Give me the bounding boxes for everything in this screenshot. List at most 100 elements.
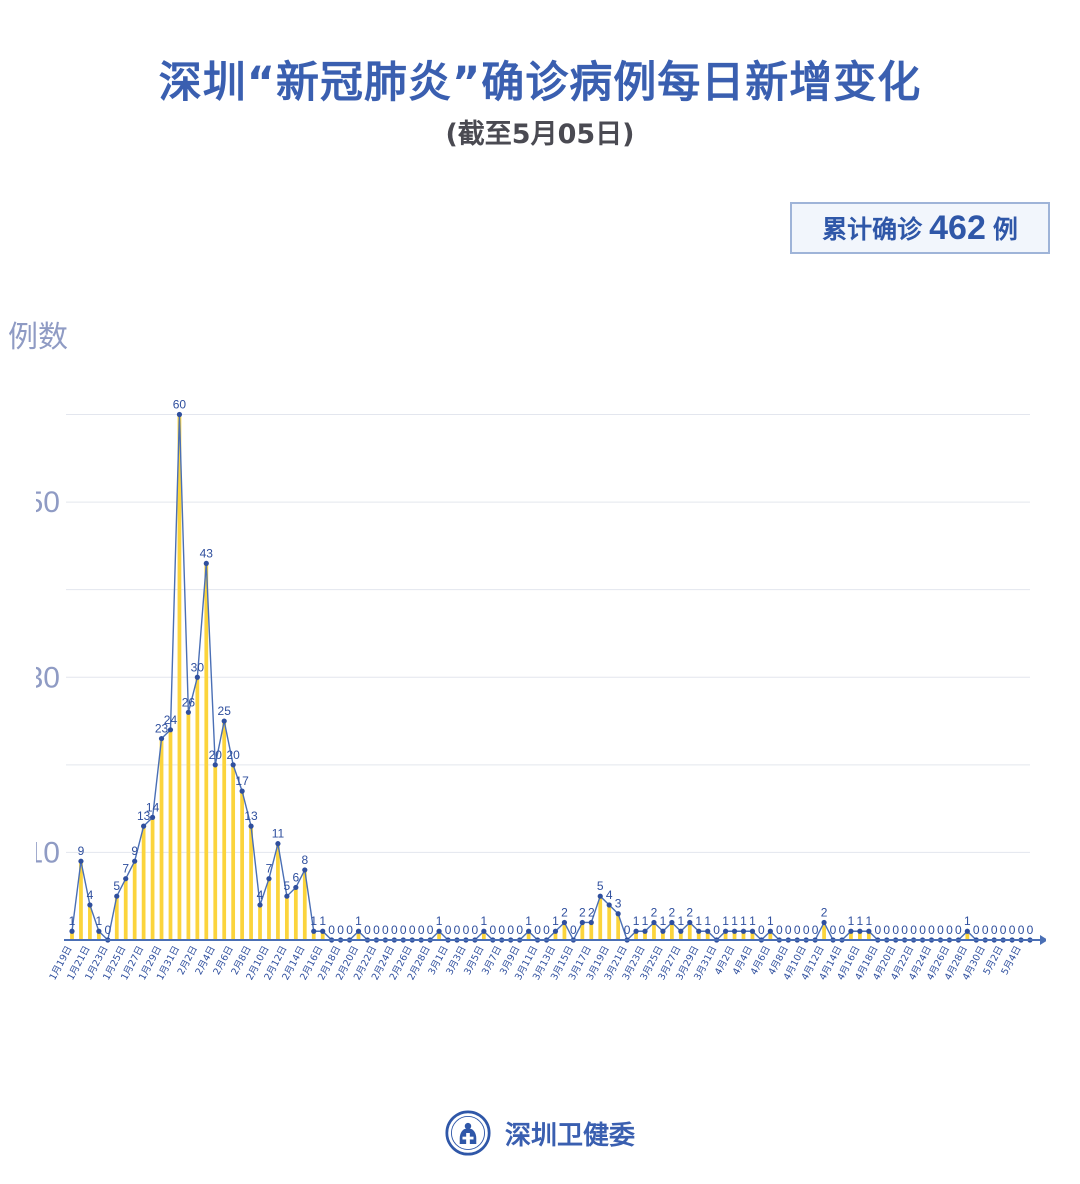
bar [526,931,531,940]
data-point-marker [87,902,93,908]
data-point-marker [731,928,738,934]
x-axis-arrow-icon [1040,935,1046,945]
data-point-marker [740,928,747,934]
bar [302,869,307,940]
page-title: 深圳“新冠肺炎”确诊病例每日新增变化 [158,58,922,108]
bar [634,931,638,940]
data-point-label: 1 [848,914,855,928]
bar [741,931,746,940]
data-point-label: 0 [892,923,899,937]
data-point-label: 0 [785,923,792,937]
data-point-label: 1 [436,914,443,928]
data-point-label: 1 [552,914,559,928]
data-point-marker [293,884,299,891]
bar [750,931,755,940]
data-point-marker [212,762,218,768]
bar [159,738,164,940]
data-point-label: 1 [642,914,649,928]
data-point-marker [561,919,568,926]
data-point-label: 0 [624,923,631,937]
data-point-label: 60 [173,398,187,412]
data-point-marker [651,919,657,926]
data-point-marker [194,674,200,680]
data-point-label: 1 [731,914,738,928]
data-point-marker [257,902,263,908]
data-point-label: 0 [418,923,425,937]
data-point-marker [185,709,191,715]
data-point-marker [848,928,854,934]
data-point-label: 0 [955,923,962,937]
bar [607,904,612,940]
data-point-marker [857,928,863,934]
bar [822,922,826,940]
data-point-label: 2 [588,905,595,919]
bar [320,931,325,940]
data-point-label: 0 [534,923,541,937]
data-point-label: 0 [498,923,505,937]
data-point-marker [767,928,773,934]
data-point-label: 2 [686,905,693,919]
bar [768,931,773,940]
data-point-label: 0 [713,923,720,937]
data-point-label: 0 [982,923,989,937]
data-point-label: 0 [382,923,389,937]
data-point-label: 0 [1009,923,1016,937]
cumulative-total-badge: 累计确诊 462 例 [790,202,1050,254]
bar [123,878,128,940]
bar [652,922,656,940]
data-point-marker [660,928,666,934]
data-point-label: 0 [991,923,998,937]
data-point-label: 0 [776,923,783,937]
data-point-label: 0 [346,923,353,937]
data-point-label: 1 [677,914,684,928]
data-point-marker [436,928,442,934]
bar [356,931,361,940]
data-point-label: 17 [235,774,249,788]
data-point-label: 0 [507,923,514,937]
data-point-label: 3 [615,897,622,911]
data-point-label: 20 [226,748,240,762]
data-point-label: 23 [155,722,169,736]
data-point-marker [642,928,648,934]
data-point-label: 0 [794,923,801,937]
data-point-label: 0 [409,923,416,937]
bar [114,896,119,940]
bar [168,729,173,940]
data-point-label: 1 [865,914,872,928]
data-point-label: 1 [767,914,774,928]
data-point-label: 0 [543,923,550,937]
data-point-label: 0 [1027,923,1034,937]
daily-new-cases-chart: 1030501941057913142324602630432025201713… [36,398,1046,982]
data-point-label: 0 [104,923,111,937]
bar [858,931,862,940]
data-point-marker [284,893,290,899]
badge-label-prefix: 累计确诊 [822,215,923,244]
data-point-marker [669,919,675,926]
bar [213,764,218,940]
data-point-label: 5 [284,879,291,893]
badge-label-suffix: 例 [992,215,1018,244]
data-point-label: 11 [272,827,285,841]
data-point-label: 0 [489,923,496,937]
data-point-label: 1 [319,914,326,928]
data-point-label: 6 [292,870,299,884]
data-point-label: 0 [364,923,371,937]
data-point-marker [158,735,165,742]
data-point-label: 0 [883,923,890,937]
data-point-label: 1 [525,914,532,928]
data-point-label: 0 [901,923,908,937]
data-point-label: 0 [928,923,935,937]
data-point-marker [203,560,209,567]
bar [141,826,146,940]
bar [79,861,83,940]
data-point-marker [248,823,254,829]
data-point-label: 2 [561,905,568,919]
bar [589,922,594,940]
data-point-label: 0 [1018,923,1025,937]
data-point-label: 0 [812,923,819,937]
bar [249,826,253,940]
bar [284,896,289,940]
data-point-label: 0 [373,923,380,937]
data-point-label: 1 [481,914,488,928]
